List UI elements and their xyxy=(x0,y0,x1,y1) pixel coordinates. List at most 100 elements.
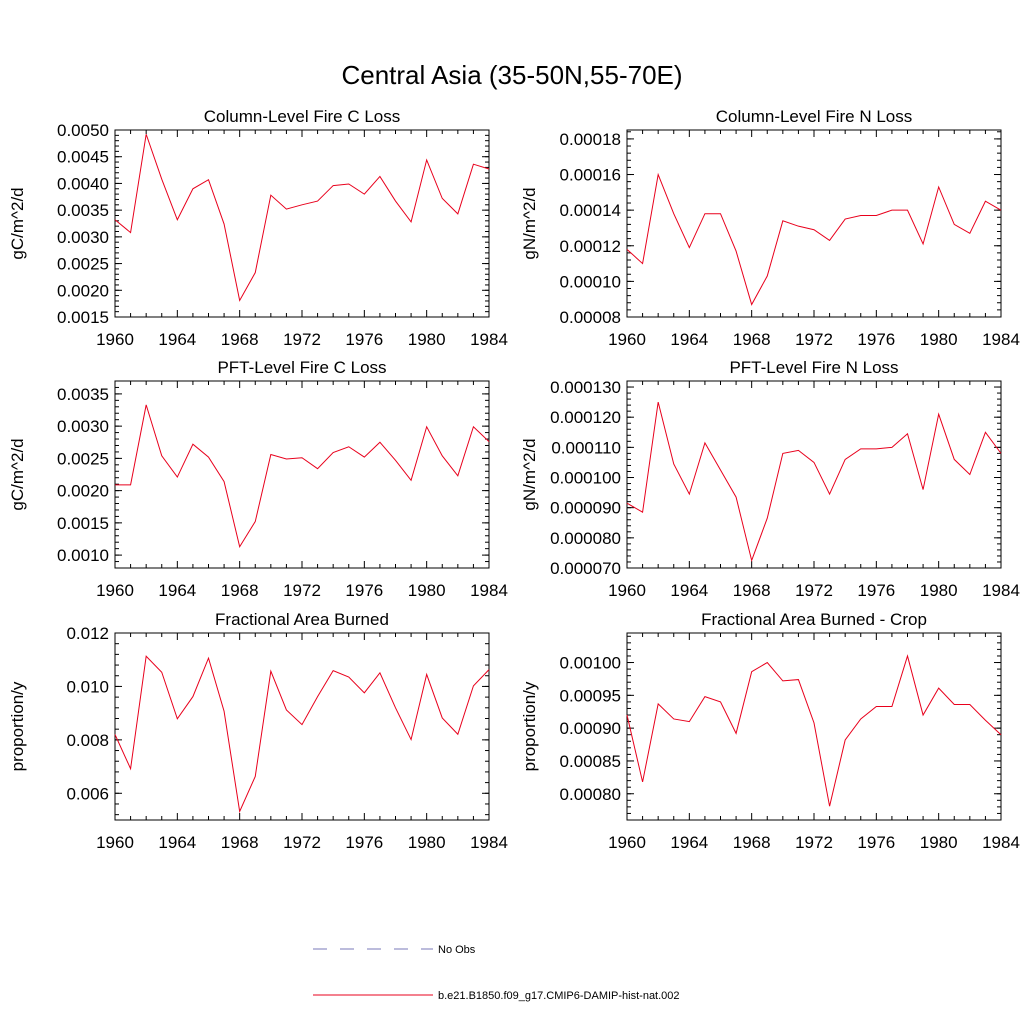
x-tick-label: 1968 xyxy=(221,581,259,600)
x-tick-label: 1960 xyxy=(96,330,134,349)
figure-title: Central Asia (35-50N,55-70E) xyxy=(341,60,682,90)
panel-title: Column-Level Fire N Loss xyxy=(716,107,913,126)
x-tick-label: 1968 xyxy=(221,833,259,852)
y-tick-label: 0.0010 xyxy=(57,546,109,565)
y-tick-label: 0.00014 xyxy=(560,201,621,220)
x-tick-label: 1976 xyxy=(857,833,895,852)
y-tick-label: 0.00090 xyxy=(560,719,621,738)
x-tick-label: 1976 xyxy=(345,833,383,852)
legend-model-label: b.e21.B1850.f09_g17.CMIP6-DAMIP-hist-nat… xyxy=(438,990,680,1002)
chart-panels: Column-Level Fire C Loss gC/m^2/d 1960 1964… xyxy=(8,107,1020,852)
y-tick-label: 0.000080 xyxy=(550,529,621,548)
plot-frame xyxy=(626,380,1002,569)
x-tick-label: 1968 xyxy=(221,330,259,349)
y-axis-label: gN/m^2/d xyxy=(520,438,539,510)
panel-title: Column-Level Fire C Loss xyxy=(204,107,401,126)
y-tick-label: 0.00012 xyxy=(560,237,621,256)
x-tick-label: 1968 xyxy=(733,581,771,600)
y-tick-label: 0.0030 xyxy=(57,417,109,436)
x-tick-label: 1976 xyxy=(857,581,895,600)
y-tick-label: 0.0015 xyxy=(57,514,109,533)
x-tick-label: 1984 xyxy=(470,581,508,600)
x-tick-label: 1964 xyxy=(158,833,196,852)
y-tick-label: 0.0020 xyxy=(57,281,109,300)
y-axis-label: gC/m^2/d xyxy=(8,187,27,259)
x-tick-label: 1972 xyxy=(283,330,321,349)
chart-panel-6: Fractional Area Burned - Crop proportion/… xyxy=(520,610,1020,852)
x-tick-label: 1984 xyxy=(470,833,508,852)
y-axis-label: gC/m^2/d xyxy=(8,438,27,510)
x-tick-label: 1980 xyxy=(920,330,958,349)
y-tick-label: 0.000130 xyxy=(550,378,621,397)
x-tick-label: 1964 xyxy=(670,833,708,852)
y-tick-label: 0.00100 xyxy=(560,654,621,673)
plot-frame xyxy=(114,380,490,569)
panel-title: Fractional Area Burned xyxy=(215,610,389,629)
x-tick-label: 1968 xyxy=(733,833,771,852)
y-tick-label: 0.00018 xyxy=(560,130,621,149)
chart-panel-2: Column-Level Fire N Loss gN/m^2/d 1960 1964… xyxy=(520,107,1020,349)
y-tick-label: 0.006 xyxy=(66,784,109,803)
y-tick-label: 0.000090 xyxy=(550,499,621,518)
x-tick-label: 1976 xyxy=(345,330,383,349)
x-tick-label: 1980 xyxy=(920,581,958,600)
plot-frame xyxy=(114,632,490,821)
y-tick-label: 0.000070 xyxy=(550,559,621,578)
legend: No Obs b.e21.B1850.f09_g17.CMIP6-DAMIP-h… xyxy=(313,944,680,1002)
chart-panel-1: Column-Level Fire C Loss gC/m^2/d 1960 1964… xyxy=(8,107,508,349)
x-tick-label: 1972 xyxy=(283,581,321,600)
series-line xyxy=(626,172,1002,306)
series-line xyxy=(114,134,490,302)
y-tick-label: 0.000110 xyxy=(551,438,621,457)
x-tick-label: 1980 xyxy=(920,833,958,852)
x-tick-label: 1972 xyxy=(795,581,833,600)
plot-frame xyxy=(114,129,490,318)
x-tick-label: 1964 xyxy=(670,581,708,600)
x-tick-label: 1960 xyxy=(608,833,646,852)
panel-title: PFT-Level Fire C Loss xyxy=(217,358,386,377)
x-tick-label: 1984 xyxy=(982,833,1020,852)
x-tick-label: 1960 xyxy=(96,833,134,852)
chart-panel-4: PFT-Level Fire N Loss gN/m^2/d 1960 1964 196… xyxy=(520,358,1020,600)
x-tick-label: 1984 xyxy=(982,330,1020,349)
series-line xyxy=(626,401,1002,563)
x-tick-label: 1964 xyxy=(670,330,708,349)
plot-frame xyxy=(626,129,1002,318)
y-tick-label: 0.000100 xyxy=(550,469,621,488)
y-tick-label: 0.0025 xyxy=(57,255,109,274)
chart-panel-5: Fractional Area Burned proportion/y 1960 19… xyxy=(8,610,508,852)
x-tick-label: 1964 xyxy=(158,581,196,600)
plot-frame xyxy=(626,632,1002,821)
x-tick-label: 1976 xyxy=(857,330,895,349)
y-tick-label: 0.008 xyxy=(66,731,109,750)
y-tick-label: 0.0035 xyxy=(57,385,109,404)
y-tick-label: 0.00008 xyxy=(560,308,621,327)
y-tick-label: 0.010 xyxy=(66,677,109,696)
y-axis-label: proportion/y xyxy=(520,681,539,771)
x-tick-label: 1984 xyxy=(470,330,508,349)
legend-obs-label: No Obs xyxy=(438,944,476,956)
y-tick-label: 0.0020 xyxy=(57,482,109,501)
y-axis-label: gN/m^2/d xyxy=(520,187,539,259)
x-tick-label: 1960 xyxy=(96,581,134,600)
y-tick-label: 0.0050 xyxy=(57,121,109,140)
y-tick-label: 0.000120 xyxy=(550,408,621,427)
y-tick-label: 0.00080 xyxy=(560,785,621,804)
y-tick-label: 0.00010 xyxy=(560,272,621,291)
panel-title: PFT-Level Fire N Loss xyxy=(729,358,898,377)
series-line xyxy=(626,654,1002,807)
x-tick-label: 1968 xyxy=(733,330,771,349)
x-tick-label: 1976 xyxy=(345,581,383,600)
panel-title: Fractional Area Burned - Crop xyxy=(701,610,927,629)
x-tick-label: 1960 xyxy=(608,330,646,349)
y-tick-label: 0.0015 xyxy=(57,308,109,327)
y-tick-label: 0.00016 xyxy=(560,166,621,185)
y-tick-label: 0.0025 xyxy=(57,449,109,468)
x-tick-label: 1960 xyxy=(608,581,646,600)
y-tick-label: 0.012 xyxy=(66,624,109,643)
x-tick-label: 1972 xyxy=(795,330,833,349)
x-tick-label: 1972 xyxy=(795,833,833,852)
x-tick-label: 1964 xyxy=(158,330,196,349)
y-tick-label: 0.0045 xyxy=(57,148,109,167)
